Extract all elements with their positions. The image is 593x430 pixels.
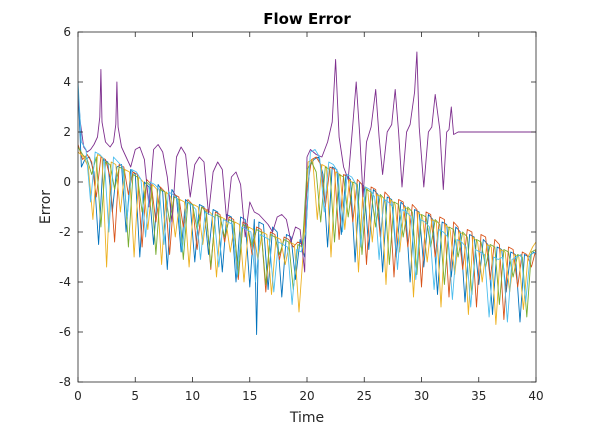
chart-title: Flow Error xyxy=(263,10,351,28)
x-tick-label: 35 xyxy=(471,389,486,403)
y-tick-label: -2 xyxy=(59,225,71,239)
series-line-5 xyxy=(78,146,536,318)
x-axis-label: Time xyxy=(289,410,324,426)
series-line-3 xyxy=(78,151,536,325)
x-tick-label: 5 xyxy=(131,389,139,403)
series-layer xyxy=(78,51,536,335)
y-tick-label: -8 xyxy=(59,375,71,389)
series-line-4 xyxy=(78,51,536,273)
y-tick-label: -6 xyxy=(59,325,71,339)
series-line-6 xyxy=(78,81,536,323)
x-tick-label: 30 xyxy=(414,389,429,403)
y-tick-label: -4 xyxy=(59,275,71,289)
ticks-layer: 0 5 10 15 20 25 30 35 40 -8 -6 -4 -2 0 2 4 6 xyxy=(59,25,544,403)
x-tick-label: 15 xyxy=(242,389,257,403)
y-axis-label: Error xyxy=(38,190,54,224)
x-tick-label: 0 xyxy=(74,389,82,403)
y-tick-label: 6 xyxy=(63,25,71,39)
x-tick-label: 40 xyxy=(528,389,543,403)
y-tick-label: 0 xyxy=(63,175,71,189)
y-tick-label: 2 xyxy=(63,125,71,139)
x-tick-label: 10 xyxy=(185,389,200,403)
x-tick-label: 20 xyxy=(299,389,314,403)
x-tick-label: 25 xyxy=(357,389,372,403)
y-tick-label: 4 xyxy=(63,75,71,89)
